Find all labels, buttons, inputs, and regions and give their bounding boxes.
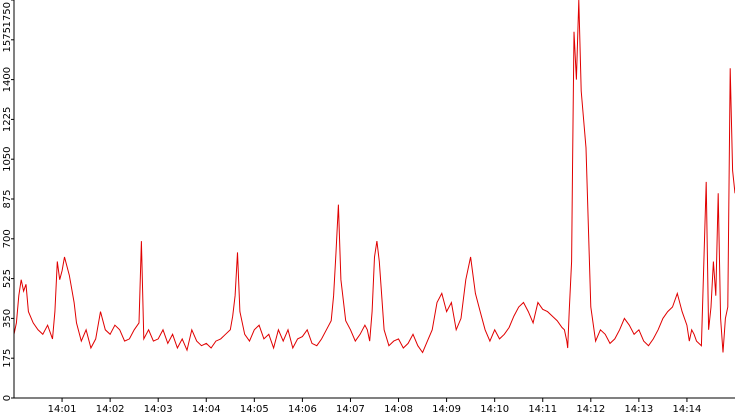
x-tick-label: 14:06 (288, 404, 317, 415)
x-tick-label: 14:04 (192, 404, 221, 415)
y-tick-label: 1750 (2, 2, 13, 27)
y-tick-label: 525 (2, 269, 13, 288)
y-tick-label: 1575 (2, 27, 13, 52)
y-tick-label: 700 (2, 229, 13, 248)
y-tick-label: 350 (2, 309, 13, 328)
x-tick-label: 14:09 (432, 404, 461, 415)
x-tick-label: 14:13 (624, 404, 653, 415)
x-tick-label: 14:02 (96, 404, 125, 415)
x-axis-ticks: 14:01 14:02 14:03 14:04 14:05 14:06 14:07 14:08… (48, 398, 702, 415)
y-tick-label: 0 (2, 395, 13, 401)
x-tick-label: 14:07 (336, 404, 365, 415)
y-tick-label: 875 (2, 189, 13, 208)
y-tick-label: 1400 (2, 67, 13, 92)
x-tick-label: 14:14 (673, 404, 702, 415)
series-line (13, 0, 735, 354)
x-tick-label: 14:01 (48, 404, 77, 415)
x-tick-label: 14:10 (480, 404, 509, 415)
y-tick-label: 1050 (2, 146, 13, 171)
x-tick-label: 14:12 (576, 404, 605, 415)
x-tick-label: 14:03 (144, 404, 173, 415)
x-tick-label: 14:05 (240, 404, 269, 415)
x-tick-label: 14:08 (384, 404, 413, 415)
y-tick-label: 175 (2, 349, 13, 368)
x-tick-label: 14:11 (528, 404, 557, 415)
y-tick-label: 1225 (2, 107, 13, 132)
